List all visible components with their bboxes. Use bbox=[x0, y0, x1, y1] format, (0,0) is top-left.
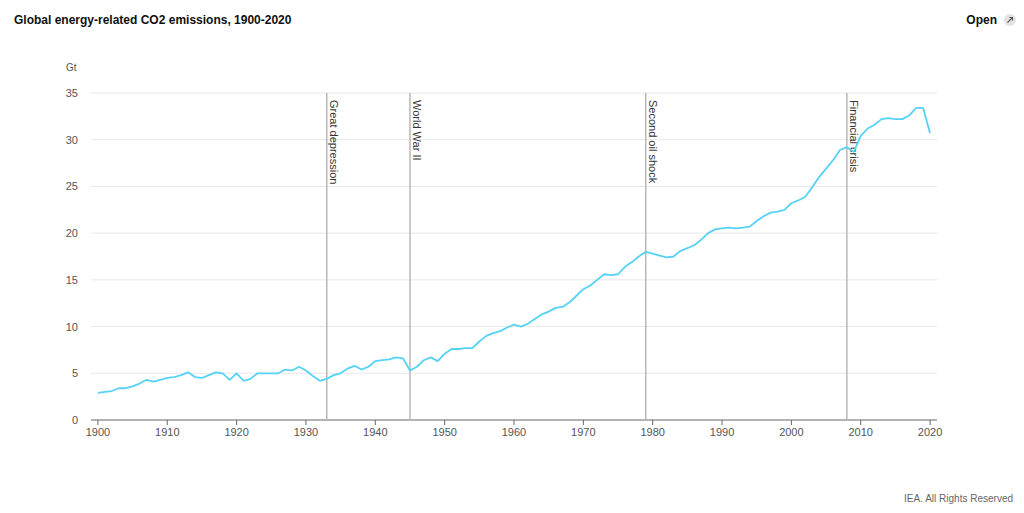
y-tick-label: 5 bbox=[72, 367, 78, 379]
grid-line bbox=[91, 233, 937, 234]
x-tick bbox=[583, 420, 584, 425]
y-tick-label: 30 bbox=[66, 134, 78, 146]
x-tick-label: 2000 bbox=[779, 426, 803, 438]
y-tick-label: 25 bbox=[66, 180, 78, 192]
grid-line bbox=[91, 279, 937, 280]
y-tick-label: 10 bbox=[66, 321, 78, 333]
x-tick bbox=[722, 420, 723, 425]
x-tick-label: 1910 bbox=[155, 426, 179, 438]
x-tick bbox=[236, 420, 237, 425]
annotation-label: Second oil shock bbox=[647, 100, 659, 184]
grid-line bbox=[91, 186, 937, 187]
x-tick bbox=[167, 420, 168, 425]
x-tick bbox=[791, 420, 792, 425]
y-tick-label: 35 bbox=[66, 87, 78, 99]
y-axis-label: Gt bbox=[66, 62, 77, 73]
annotation-line bbox=[326, 93, 328, 420]
y-tick-label: 0 bbox=[72, 414, 78, 426]
annotation-label: Financial crisis bbox=[848, 100, 860, 173]
title: Global energy-related CO2 emissions, 190… bbox=[14, 13, 292, 27]
x-tick-label: 1930 bbox=[294, 426, 318, 438]
x-tick-label: 2010 bbox=[848, 426, 872, 438]
x-tick-label: 1900 bbox=[86, 426, 110, 438]
x-tick-label: 1980 bbox=[640, 426, 664, 438]
emissions-line bbox=[98, 108, 930, 393]
y-tick-label: 15 bbox=[66, 274, 78, 286]
x-tick bbox=[375, 420, 376, 425]
x-tick bbox=[860, 420, 861, 425]
x-tick bbox=[652, 420, 653, 425]
x-tick bbox=[97, 420, 98, 425]
x-tick-label: 1990 bbox=[710, 426, 734, 438]
x-tick-label: 1960 bbox=[502, 426, 526, 438]
x-tick bbox=[444, 420, 445, 425]
grid-line bbox=[91, 326, 937, 327]
grid-line bbox=[91, 139, 937, 140]
x-tick bbox=[514, 420, 515, 425]
open-icon[interactable] bbox=[1004, 14, 1016, 26]
annotation-label: World War II bbox=[411, 100, 423, 161]
x-tick-label: 1970 bbox=[571, 426, 595, 438]
source: IEA. All Rights Reserved bbox=[904, 493, 1013, 504]
x-tick-label: 1950 bbox=[432, 426, 456, 438]
x-tick-label: 1920 bbox=[224, 426, 248, 438]
y-tick-label: 20 bbox=[66, 227, 78, 239]
chart: Global energy-related CO2 emissions, 190… bbox=[0, 0, 1024, 513]
plot-area bbox=[98, 108, 930, 393]
x-tick-label: 1940 bbox=[363, 426, 387, 438]
annotation-line bbox=[846, 93, 848, 420]
grid-line bbox=[91, 93, 937, 94]
annotation-label: Great depression bbox=[328, 100, 340, 184]
annotation-line bbox=[645, 93, 647, 420]
x-tick-label: 2020 bbox=[918, 426, 942, 438]
x-tick bbox=[930, 420, 931, 425]
x-tick bbox=[305, 420, 306, 425]
open-button[interactable]: Open bbox=[966, 13, 997, 27]
